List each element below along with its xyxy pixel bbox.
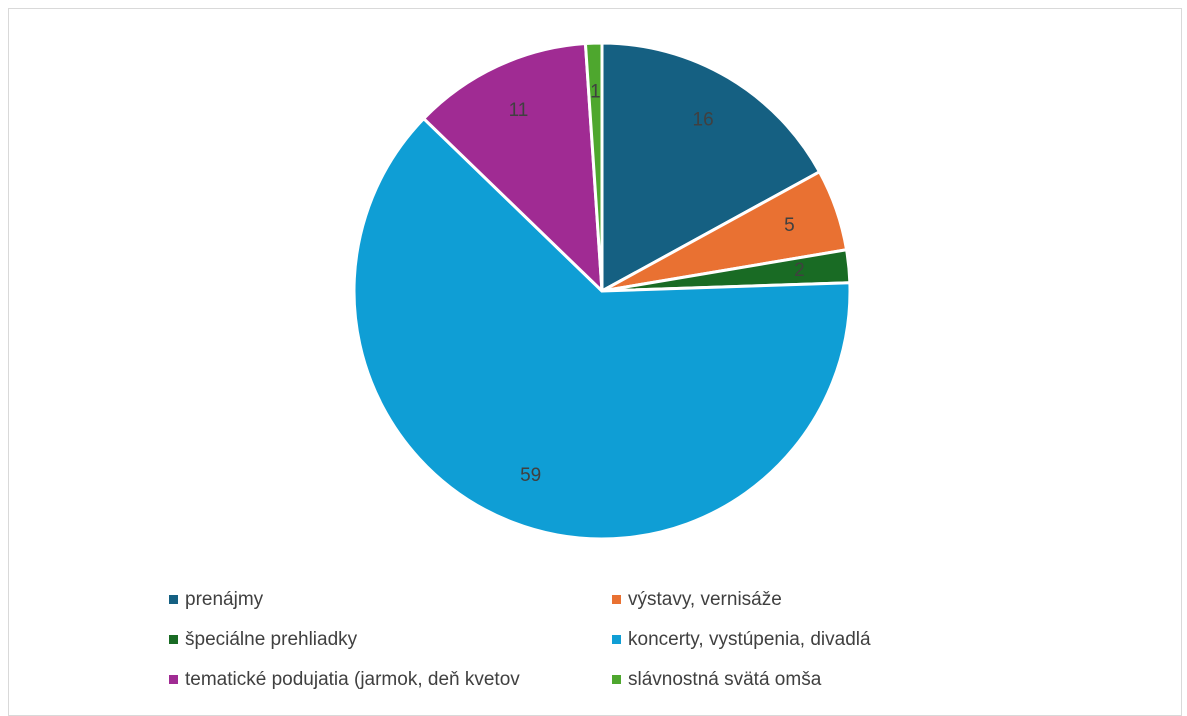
chart-area: 16 5 2 59 11 1 prenájmy výstavy, vernisáže šp… [8,8,1182,716]
legend-label-slavnostna-omsa: slávnostná svätá omša [628,668,822,690]
pie-slice-tematicke-podujatia [422,42,604,293]
legend-label-vystavy: výstavy, vernisáže [628,588,782,610]
data-label-slavnostna-omsa: 1 [590,82,601,103]
legend-item-prenajmy: prenájmy [169,586,612,613]
data-label-koncerty: 59 [520,465,541,486]
pie-slice-slavnostna-omsa [583,41,604,293]
data-label-vystavy: 5 [784,215,795,236]
legend-label-prenajmy: prenájmy [185,588,264,610]
legend: prenájmy výstavy, vernisáže špeciálne pr… [169,586,1089,693]
legend-swatch-slavnostna-omsa [612,675,621,684]
legend-label-tematicke-podujatia: tematické podujatia (jarmok, deň kvetov [185,668,520,690]
data-label-tematicke-podujatia: 11 [509,100,529,121]
legend-item-slavnostna-omsa: slávnostná svätá omša [612,666,1062,693]
legend-item-koncerty: koncerty, vystúpenia, divadlá [612,626,1062,653]
legend-swatch-prenajmy [169,595,178,604]
data-label-specialne-prehliadky: 2 [794,260,805,281]
pie-slice-koncerty [352,117,852,541]
legend-item-tematicke-podujatia: tematické podujatia (jarmok, deň kvetov [169,666,612,693]
pie-slice-prenajmy [600,41,821,293]
legend-item-specialne-prehliadky: špeciálne prehliadky [169,626,612,653]
legend-label-koncerty: koncerty, vystúpenia, divadlá [628,628,871,650]
legend-swatch-vystavy [612,595,621,604]
legend-swatch-koncerty [612,635,621,644]
legend-item-vystavy: výstavy, vernisáže [612,586,1062,613]
data-label-prenajmy: 16 [693,109,714,130]
legend-label-specialne-prehliadky: špeciálne prehliadky [185,628,358,650]
legend-swatch-tematicke-podujatia [169,675,178,684]
legend-swatch-specialne-prehliadky [169,635,178,644]
